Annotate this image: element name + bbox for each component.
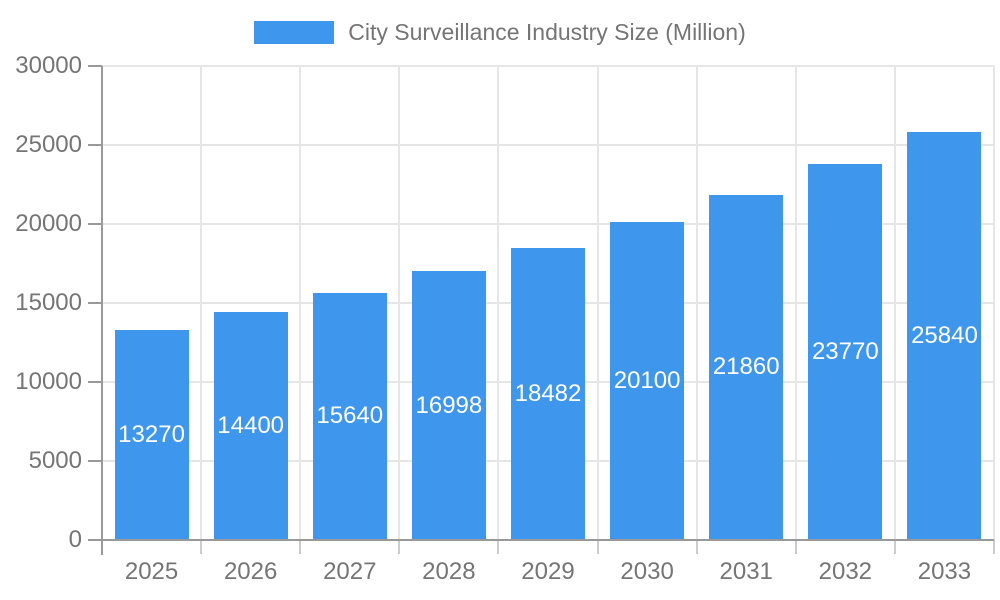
x-tick [695, 540, 698, 554]
bar-value-label: 23770 [811, 338, 879, 366]
bar-2031 [709, 194, 784, 540]
y-gridline [102, 65, 994, 67]
x-axis-label: 2027 [323, 558, 377, 585]
y-tick [88, 65, 102, 67]
bar-value-label: 15640 [316, 402, 384, 430]
x-gridline [200, 66, 203, 540]
x-tick [993, 540, 995, 554]
x-tick [497, 540, 500, 554]
y-tick [88, 302, 102, 304]
y-axis-label: 10000 [15, 368, 82, 395]
bar-value-label: 13270 [118, 421, 185, 449]
bar-value-label: 21860 [712, 353, 780, 381]
y-axis-label: 20000 [15, 210, 82, 237]
bar-2033 [907, 131, 982, 540]
y-tick [88, 381, 102, 383]
bar-2030 [610, 222, 685, 540]
x-tick [596, 540, 599, 554]
x-axis-label: 2029 [521, 558, 575, 585]
legend: City Surveillance Industry Size (Million… [0, 18, 1000, 45]
y-axis-label: 15000 [15, 289, 82, 316]
x-axis-label: 2033 [917, 558, 972, 585]
y-axis-label: 0 [68, 526, 82, 553]
y-tick [88, 460, 102, 462]
bar-2027 [312, 292, 387, 540]
x-gridline [993, 66, 995, 540]
x-axis-line [88, 539, 994, 541]
y-tick [88, 144, 102, 146]
x-gridline [695, 66, 698, 540]
legend-label: City Surveillance Industry Size (Million… [348, 18, 746, 45]
y-axis-label: 25000 [15, 131, 82, 158]
y-axis-label: 5000 [28, 447, 82, 474]
x-axis-label: 2030 [620, 558, 674, 585]
x-tick [299, 540, 302, 554]
y-axis-label: 30000 [15, 52, 82, 79]
x-gridline [299, 66, 302, 540]
x-gridline [398, 66, 401, 540]
bar-value-label: 20100 [613, 367, 681, 395]
x-axis-label: 2025 [124, 558, 179, 585]
y-axis-line [101, 66, 103, 555]
bar-2028 [411, 271, 486, 540]
x-gridline [893, 66, 896, 540]
bar-2032 [808, 164, 883, 540]
y-gridline [102, 223, 994, 225]
bar-value-label: 25840 [911, 321, 978, 349]
x-gridline [794, 66, 797, 540]
bar-2026 [213, 312, 288, 540]
x-axis-label: 2031 [719, 558, 773, 585]
x-tick [794, 540, 797, 554]
x-gridline [497, 66, 500, 540]
x-tick [398, 540, 401, 554]
x-tick [200, 540, 203, 554]
x-gridline [596, 66, 599, 540]
bar-value-label: 14400 [217, 412, 285, 440]
x-axis-label: 2032 [818, 558, 873, 585]
bar-2029 [511, 247, 585, 540]
x-axis-label: 2026 [223, 558, 278, 585]
legend-swatch [254, 20, 335, 44]
bar-value-label: 18482 [514, 379, 582, 407]
y-gridline [102, 144, 994, 146]
bar-value-label: 16998 [415, 391, 483, 419]
x-axis-label: 2028 [422, 558, 476, 585]
x-tick [893, 540, 896, 554]
bar-2025 [114, 330, 189, 540]
y-tick [88, 223, 102, 225]
